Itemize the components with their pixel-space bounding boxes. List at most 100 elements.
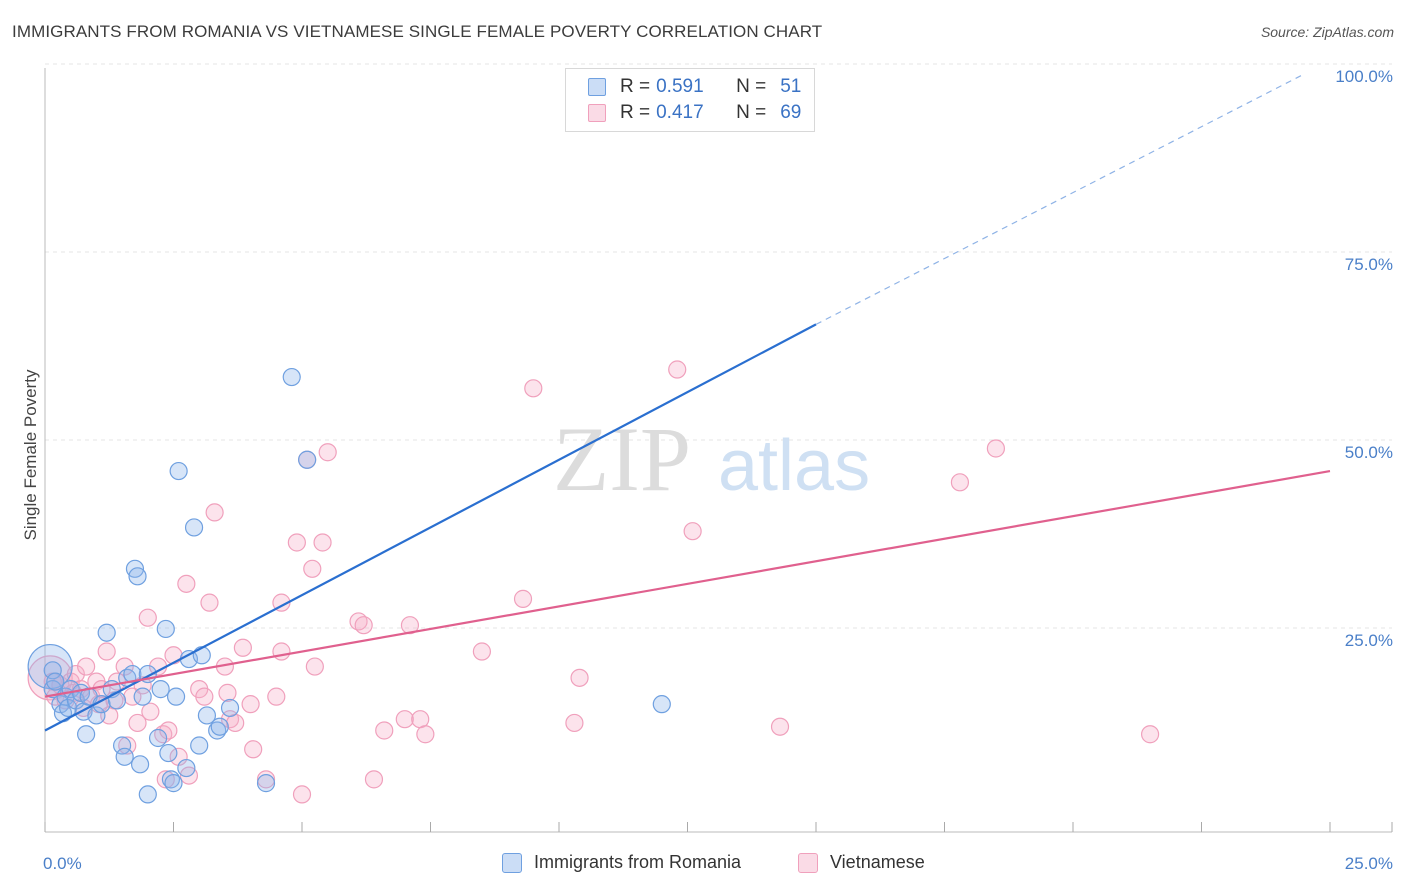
vietnamese-point	[570, 668, 589, 687]
vietnamese-point	[141, 702, 160, 721]
vietnamese-point	[97, 642, 116, 661]
vietnamese-point	[986, 439, 1006, 458]
legend-item-vietnamese[interactable]: Vietnamese	[798, 852, 925, 873]
romania-point	[107, 691, 127, 710]
vietnamese-point	[77, 657, 96, 676]
romania-point	[97, 623, 116, 642]
vietnamese-point	[318, 443, 337, 462]
legend-swatch-romania	[588, 78, 606, 96]
romania-point	[184, 518, 204, 537]
vietnamese-point	[138, 608, 157, 627]
vietnamese-point	[200, 593, 219, 612]
legend-label-vietnamese: Vietnamese	[830, 852, 925, 872]
vietnamese-point	[565, 713, 584, 733]
romania-point	[190, 736, 209, 755]
vietnamese-point	[950, 473, 970, 492]
legend-row-romania: R = 0.591 N = 51	[588, 75, 801, 99]
vietnamese-point	[770, 717, 790, 736]
vietnamese-point	[267, 687, 286, 706]
vietnamese-point	[305, 657, 324, 676]
trend-lines	[44, 73, 1331, 732]
vietnamese-point	[472, 642, 491, 661]
stats-legend: R = 0.591 N = 51 R = 0.417 N = 69	[565, 68, 815, 132]
romania-point	[192, 646, 211, 665]
vietnamese-point	[205, 503, 224, 522]
y-tick-label: 100.0%	[1335, 67, 1393, 86]
romania-point	[282, 367, 301, 387]
legend-row-vietnamese: R = 0.417 N = 69	[588, 101, 801, 125]
vietnamese-point	[233, 638, 252, 657]
vietnamese-point	[159, 721, 178, 740]
romania-point	[177, 758, 196, 778]
legend-n-label: N =	[736, 76, 767, 97]
romania-point	[220, 698, 240, 718]
romania-point	[148, 728, 168, 748]
romania-point	[130, 755, 150, 774]
vietnamese-point	[164, 646, 183, 665]
legend-r-label: R =	[620, 102, 651, 123]
vietnamese-point	[354, 616, 373, 635]
vietnamese-point	[195, 687, 214, 706]
vietnamese-point	[375, 721, 394, 740]
legend-r-label: R =	[620, 76, 651, 97]
watermark-atlas: atlas	[718, 426, 870, 506]
romania-point	[652, 695, 671, 714]
vietnamese-point	[668, 360, 687, 379]
vietnamese-point	[524, 379, 543, 398]
vietnamese-point	[118, 736, 137, 755]
chart-title: IMMIGRANTS FROM ROMANIA VS VIETNAMESE SI…	[12, 22, 823, 41]
vietnamese-point	[272, 642, 291, 661]
romania-point	[164, 774, 183, 793]
vietnamese-point	[123, 687, 142, 706]
romania-point	[77, 725, 96, 744]
romania-point	[210, 717, 229, 736]
vietnamese-point	[364, 770, 384, 789]
vietnamese-point	[115, 657, 134, 676]
vietnamese-point	[400, 616, 420, 635]
series-legend: Immigrants from Romania Vietnamese	[0, 852, 1406, 878]
romania-point	[123, 664, 142, 684]
legend-item-romania[interactable]: Immigrants from Romania	[502, 852, 741, 873]
vietnamese-point	[416, 725, 435, 744]
trend-line-vietnamese	[44, 469, 1331, 698]
grid-lines	[45, 63, 1392, 629]
vietnamese-point	[683, 522, 702, 541]
x-tick-label: 0.0%	[43, 854, 82, 873]
romania-point	[112, 736, 132, 755]
romania-point	[151, 680, 170, 699]
romania-point	[159, 743, 178, 763]
legend-n-value: 69	[780, 102, 802, 123]
romania-point	[59, 698, 78, 718]
legend-n-label: N =	[736, 102, 767, 123]
legend-label-romania: Immigrants from Romania	[534, 852, 742, 872]
y-axis-label: Single Female Poverty	[21, 369, 40, 541]
legend-swatch-romania	[502, 852, 522, 873]
romania-point	[169, 461, 188, 481]
source-credit: Source: ZipAtlas.com	[1260, 24, 1394, 40]
romania-point	[166, 687, 186, 706]
romania-point	[156, 619, 175, 639]
y-tick-label: 50.0%	[1345, 443, 1393, 462]
vietnamese-point	[177, 574, 196, 593]
trend-line-romania	[44, 323, 817, 732]
vietnamese-point	[513, 589, 533, 608]
romania-point	[138, 785, 157, 804]
vietnamese-point	[303, 559, 322, 578]
vietnamese-point	[411, 710, 430, 729]
vietnamese-point	[1140, 725, 1160, 744]
romania-point	[256, 774, 276, 793]
vietnamese-point	[313, 533, 332, 552]
romania-point	[197, 706, 217, 725]
legend-swatch-vietnamese	[588, 104, 606, 122]
legend-swatch-vietnamese	[798, 852, 818, 873]
romania-point	[133, 687, 152, 706]
legend-n-value: 51	[780, 76, 802, 97]
axes	[44, 68, 1393, 833]
vietnamese-point	[292, 785, 312, 804]
vietnamese-point	[244, 740, 263, 759]
romania-point	[128, 567, 147, 586]
vietnamese-point	[287, 533, 306, 552]
vietnamese-point	[218, 683, 237, 702]
romania-point	[87, 706, 106, 725]
